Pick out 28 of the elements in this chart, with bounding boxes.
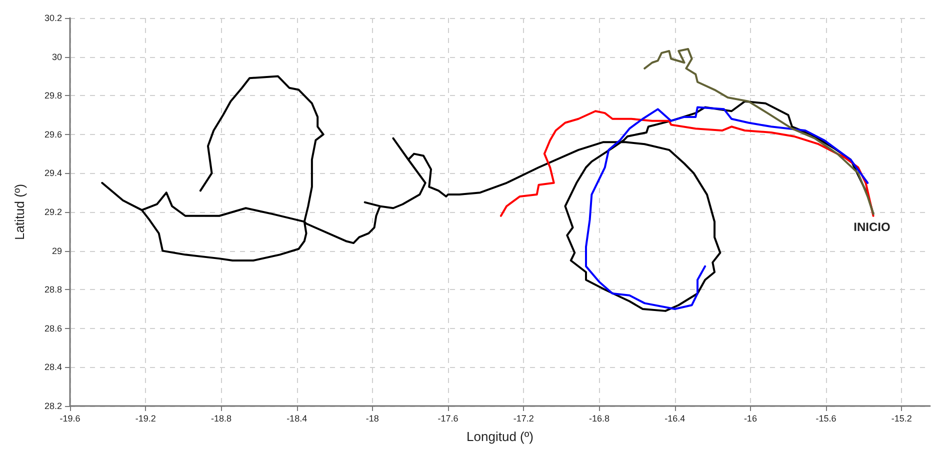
- x-tick-label: -16.8: [588, 414, 610, 424]
- line-series: [644, 48, 874, 215]
- y-tick-label: 29.2: [44, 207, 62, 217]
- x-tick-label: -18.8: [210, 414, 232, 424]
- x-tick-label: -17.6: [438, 414, 458, 424]
- y-tick-label: 29.4: [44, 168, 62, 178]
- x-tick-label: -19.2: [135, 414, 156, 424]
- x-tick-label: -16: [744, 414, 757, 424]
- y-tick-label: 30.2: [44, 13, 62, 23]
- y-tick-label: 28.2: [44, 401, 62, 411]
- y-tick-label: 28.6: [44, 323, 62, 334]
- x-tick-label: -15.2: [891, 414, 912, 424]
- y-axis-title: Latitud (º): [12, 184, 27, 240]
- y-tick-label: 29.6: [44, 129, 62, 140]
- annotation: INICIO: [854, 220, 890, 234]
- x-axis-title: Longitud (º): [466, 429, 534, 444]
- x-tick-label: -18.4: [286, 414, 308, 424]
- y-tick-label: 29.8: [44, 90, 62, 101]
- y-tick-label: 30: [52, 52, 62, 62]
- line-series: [500, 110, 874, 217]
- y-tick-label: 28.8: [44, 284, 62, 295]
- x-tick-label: -18: [366, 414, 379, 424]
- x-tick-label: -17.2: [513, 414, 534, 424]
- x-tick-label: -15.6: [816, 414, 836, 424]
- y-tick-label: 29: [52, 246, 62, 256]
- x-tick-label: -16.4: [664, 414, 686, 424]
- x-tick-label: -19.6: [60, 414, 80, 424]
- y-tick-label: 28.4: [44, 362, 62, 372]
